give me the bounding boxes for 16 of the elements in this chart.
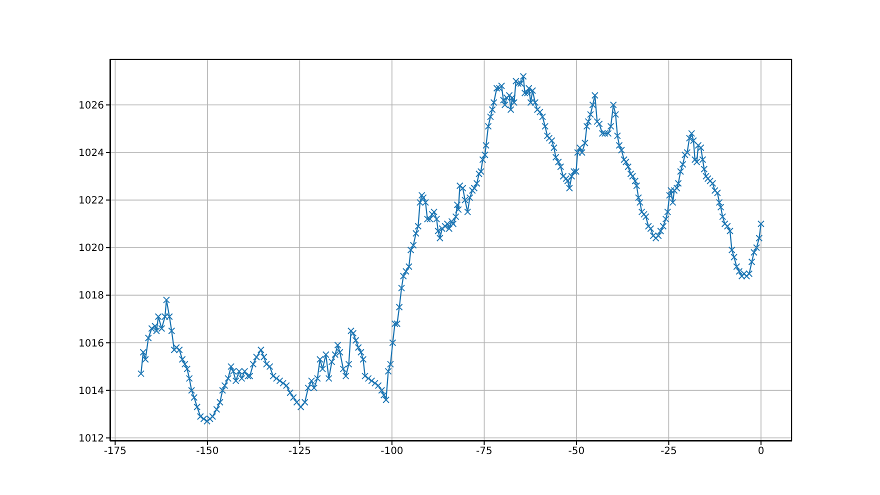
x-tick-label: 0: [758, 446, 764, 458]
y-tick-label: 1012: [78, 433, 104, 444]
x-tick-label: -150: [196, 446, 219, 458]
y-tick-label: 1016: [78, 338, 104, 350]
y-tick-label: 1026: [78, 100, 104, 112]
x-tick-label: -25: [660, 446, 677, 458]
y-tick-label: 1014: [78, 386, 104, 397]
y-tick-label: 1018: [78, 290, 104, 302]
y-tick-label: 1020: [78, 243, 104, 254]
x-tick-label: -175: [104, 446, 127, 458]
x-tick-label: -75: [476, 446, 492, 458]
y-tick-label: 1024: [78, 148, 104, 160]
x-tick-label: -125: [288, 446, 312, 458]
x-tick-label: -50: [568, 446, 585, 458]
y-tick-label: 1022: [78, 196, 104, 207]
x-tick-label: -100: [380, 446, 404, 458]
